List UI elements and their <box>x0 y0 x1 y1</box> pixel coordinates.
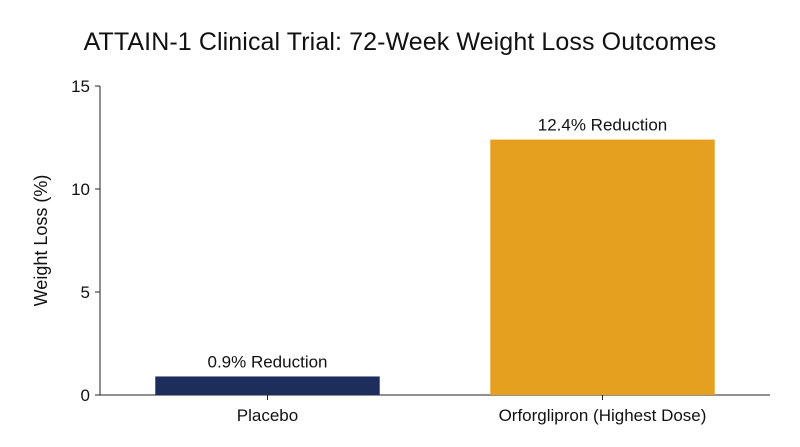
y-tick-label: 0 <box>81 386 90 405</box>
chart-title: ATTAIN-1 Clinical Trial: 72-Week Weight … <box>83 28 717 56</box>
data-label: 0.9% Reduction <box>207 352 327 371</box>
y-tick-label: 5 <box>81 283 90 302</box>
bar-orforglipron-highest-dose <box>490 139 715 395</box>
y-tick-label: 15 <box>71 77 90 96</box>
y-axis-label: Weight Loss (%) <box>31 175 51 307</box>
y-tick-label: 10 <box>71 180 90 199</box>
x-tick-label: Placebo <box>237 406 298 425</box>
x-tick-label: Orforglipron (Highest Dose) <box>499 406 707 425</box>
bar-placebo <box>155 376 380 395</box>
data-label: 12.4% Reduction <box>538 116 667 135</box>
